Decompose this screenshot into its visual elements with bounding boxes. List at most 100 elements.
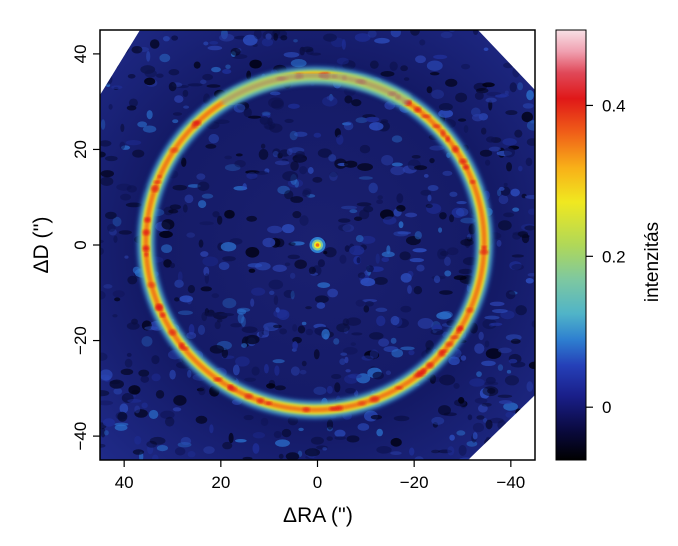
noise-blob: [310, 436, 324, 445]
noise-blob: [391, 348, 404, 358]
noise-blob: [419, 39, 426, 46]
noise-blob: [267, 225, 283, 234]
noise-blob: [334, 429, 346, 438]
noise-blob: [504, 90, 509, 95]
x-tick-label: 40: [115, 473, 134, 492]
noise-blob: [280, 35, 288, 41]
noise-blob: [171, 35, 179, 41]
noise-blob: [127, 275, 138, 285]
noise-blob: [220, 241, 237, 252]
noise-blob: [509, 82, 517, 93]
noise-blob: [518, 165, 523, 172]
ring-knot: [395, 386, 403, 390]
noise-blob: [338, 224, 352, 232]
noise-blob: [117, 411, 128, 422]
noise-blob: [183, 105, 190, 109]
noise-blob: [251, 366, 260, 376]
noise-blob: [164, 416, 175, 427]
ring-knot: [458, 158, 468, 165]
noise-blob: [460, 355, 467, 361]
colorbar-ticks: 0 0.2 0.4: [586, 96, 626, 417]
noise-blob: [445, 78, 458, 87]
noise-blob: [466, 237, 473, 242]
noise-blob: [274, 160, 290, 166]
noise-blob: [232, 364, 240, 376]
noise-blob: [248, 268, 256, 273]
noise-blob: [245, 334, 260, 345]
noise-blob: [357, 272, 366, 279]
x-tick-label: −20: [400, 473, 429, 492]
noise-blob: [242, 34, 258, 46]
noise-blob: [370, 414, 383, 420]
noise-blob: [219, 312, 235, 317]
ring-knot: [244, 393, 253, 400]
noise-blob: [237, 312, 245, 324]
noise-blob: [524, 225, 535, 231]
noise-blob: [340, 352, 348, 356]
ring-knot: [469, 179, 476, 184]
noise-blob: [182, 89, 189, 97]
noise-blob: [293, 39, 298, 43]
noise-blob: [356, 256, 361, 264]
ring-knot: [414, 106, 422, 113]
noise-blob: [365, 301, 374, 307]
y-tick-label: −20: [71, 326, 90, 355]
noise-blob: [376, 446, 392, 454]
noise-blob: [159, 230, 173, 239]
noise-blob: [485, 419, 493, 430]
noise-blob: [343, 327, 349, 334]
ring-knot: [168, 329, 177, 336]
noise-blob: [354, 33, 371, 42]
noise-blob: [273, 33, 278, 41]
noise-blob: [471, 113, 484, 122]
noise-blob: [425, 203, 433, 209]
noise-blob: [359, 235, 376, 244]
noise-blob: [400, 346, 415, 351]
noise-blob: [368, 182, 378, 194]
noise-blob: [197, 324, 206, 335]
noise-blob: [195, 415, 208, 424]
noise-blob: [219, 33, 235, 42]
noise-blob: [503, 62, 514, 69]
colorbar-gradient: [556, 30, 586, 460]
noise-blob: [524, 194, 535, 199]
noise-blob: [269, 290, 275, 295]
noise-blob: [369, 122, 384, 131]
noise-blob: [455, 92, 468, 103]
noise-blob: [155, 389, 165, 399]
noise-blob: [305, 306, 312, 310]
noise-blob: [346, 317, 362, 326]
noise-blob: [413, 165, 428, 171]
noise-blob: [235, 356, 250, 367]
noise-blob: [525, 157, 533, 167]
noise-blob: [485, 159, 491, 166]
ring-knot: [179, 346, 189, 351]
noise-blob: [497, 30, 514, 34]
noise-blob: [290, 290, 295, 300]
noise-blob: [299, 166, 308, 175]
ring-knot: [147, 282, 156, 288]
noise-blob: [499, 442, 512, 446]
noise-blob: [411, 155, 421, 159]
noise-blob: [198, 239, 204, 248]
noise-blob: [161, 244, 173, 254]
noise-blob: [103, 284, 113, 289]
noise-blob: [414, 231, 422, 240]
noise-blob: [316, 302, 326, 309]
noise-blob: [279, 328, 287, 335]
noise-blob: [290, 160, 299, 171]
noise-blob: [417, 317, 434, 329]
noise-blob: [504, 375, 520, 386]
colorbar-tick-label: 0.4: [602, 96, 626, 115]
noise-blob: [203, 41, 209, 46]
noise-blob: [429, 145, 445, 151]
noise-blob: [467, 414, 473, 421]
noise-blob: [253, 30, 262, 40]
noise-blob: [283, 51, 300, 58]
noise-blob: [488, 146, 501, 152]
noise-blob: [442, 170, 453, 176]
noise-blob: [447, 446, 455, 456]
noise-blob: [172, 184, 187, 191]
noise-blob: [451, 207, 465, 218]
noise-blob: [482, 82, 495, 88]
